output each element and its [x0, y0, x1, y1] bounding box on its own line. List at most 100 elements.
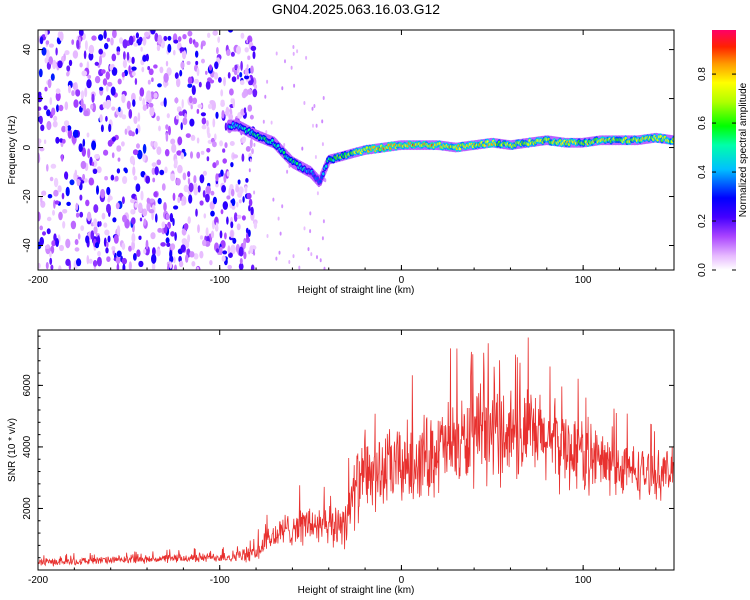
spectrogram-noise-cell [59, 31, 64, 42]
spectrogram-noise-cell [64, 101, 69, 111]
spectrogram-noise-cell [98, 34, 104, 41]
spectrogram-noise-cell [69, 179, 75, 186]
spectrogram-noise-cell [84, 40, 88, 51]
colorbar-tick-label: 0.2 [697, 214, 708, 228]
spectrogram-noise-cell [172, 218, 175, 226]
spectrogram-noise-cell [281, 204, 284, 209]
spectrogram-noise-cell [151, 77, 154, 82]
spectrogram-noise-cell [91, 140, 97, 151]
spectrogram-noise-cell [313, 104, 316, 108]
spectrogram-noise-cell [238, 186, 244, 195]
spectrogram-noise-cell [122, 176, 128, 184]
spectrogram-noise-cell [323, 266, 326, 270]
spectrogram-noise-cell [138, 202, 143, 213]
spectrogram-noise-cell [187, 171, 191, 178]
colorbar-label: Normalized spectral amplitude [738, 82, 749, 217]
spectrogram-noise-cell [62, 138, 66, 144]
spectrogram-noise-cell [38, 262, 41, 269]
spectrogram-noise-cell [84, 178, 88, 183]
spectrogram-noise-cell [307, 247, 310, 252]
spectrogram-noise-cell [72, 129, 79, 138]
spectrogram-noise-cell [86, 132, 90, 138]
spectrogram-noise-cell [153, 191, 158, 198]
spectrogram-noise-cell [222, 158, 227, 164]
spectrogram-noise-cell [110, 174, 115, 181]
spectrogram-noise-cell [227, 72, 231, 79]
spectrogram-noise-cell [279, 231, 282, 236]
spectrogram-noise-cell [193, 253, 199, 260]
spectrogram-noise-cell [91, 93, 95, 103]
spectrogram-noise-cell [222, 250, 228, 255]
spectrogram-noise-cell [173, 205, 179, 210]
spectrogram-noise-cell [55, 88, 61, 94]
spectrogram-noise-cell [101, 212, 106, 220]
spectrogram-noise-cell [46, 216, 52, 222]
y-tick-label: 6000 [22, 374, 33, 397]
spectrogram-noise-cell [224, 142, 228, 149]
spectrogram-noise-cell [182, 172, 187, 181]
spectrogram-noise-cell [107, 81, 113, 87]
spectrogram-noise-cell [80, 90, 85, 100]
spectrogram-noise-cell [85, 199, 90, 207]
spectrogram-noise-cell [222, 201, 228, 210]
spectrogram-noise-cell [143, 218, 147, 226]
spectrogram-noise-cell [188, 37, 193, 45]
spectrogram-noise-cell [55, 136, 60, 144]
spectrogram-noise-cell [88, 177, 95, 186]
spectrogram-noise-cell [247, 104, 253, 112]
spectrogram-noise-cell [45, 40, 50, 45]
spectrogram-noise-cell [266, 234, 269, 238]
spectrogram-noise-cell [150, 140, 154, 147]
spectrogram-noise-cell [174, 232, 177, 241]
x-tick-label: -200 [28, 575, 48, 586]
spectrogram-noise-cell [315, 123, 318, 128]
spectrogram-noise-cell [206, 148, 211, 153]
spectrogram-noise-cell [145, 239, 149, 250]
spectrogram-noise-cell [200, 150, 205, 155]
spectrogram-noise-cell [149, 198, 155, 203]
spectrogram-noise-cell [244, 75, 250, 80]
spectrogram-noise-cell [284, 59, 286, 64]
spectrogram-noise-cell [140, 190, 144, 201]
spectrogram-noise-cell [215, 222, 219, 231]
spectrogram-noise-cell [192, 97, 198, 105]
spectrogram-noise-cell [49, 176, 54, 182]
spectrogram-noise-cell [165, 237, 170, 244]
spectrogram-noise-cell [221, 255, 226, 262]
spectrogram-noise-cell [180, 122, 183, 131]
spectrogram-noise-cell [79, 62, 83, 68]
spectrogram-noise-cell [58, 265, 62, 270]
spectrogram-noise-cell [165, 213, 170, 221]
spectrogram-noise-cell [92, 260, 98, 267]
spectrogram-noise-cell [112, 217, 117, 223]
spectrogram-noise-cell [93, 226, 98, 235]
spectrogram-noise-cell [202, 239, 207, 247]
spectrogram-noise-cell [143, 248, 147, 254]
spectrogram-noise-cell [175, 115, 179, 120]
spectrogram-noise-cell [96, 166, 102, 174]
spectrogram-noise-cell [39, 36, 44, 45]
spectrogram-noise-cell [81, 70, 88, 77]
spectrogram-noise-cell [65, 238, 71, 249]
spectrogram-noise-cell [225, 106, 230, 116]
spectrogram-noise-cell [38, 153, 41, 163]
spectrogram-noise-cell [238, 199, 242, 204]
spectrogram-noise-cell [46, 228, 51, 235]
spectrogram-noise-cell [205, 81, 211, 90]
chart-title: GN04.2025.063.16.03.G12 [272, 1, 440, 17]
spectrogram-noise-cell [178, 260, 184, 268]
spectrogram-noise-cell [139, 217, 143, 222]
spectrogram-noise-cell [91, 35, 97, 41]
spectrogram-noise-cell [139, 87, 145, 97]
spectrogram-noise-cell [226, 195, 231, 200]
spectrogram-noise-cell [173, 264, 178, 270]
spectrogram-noise-cell [210, 230, 215, 239]
spectrogram-noise-cell [87, 74, 92, 79]
spectrogram-noise-cell [242, 136, 247, 143]
spectrogram-noise-cell [214, 61, 219, 70]
spectrogram-noise-cell [61, 125, 66, 133]
spectrogram-noise-cell [190, 104, 193, 110]
x-tick-label: 0 [399, 575, 405, 586]
spectrogram-noise-cell [116, 250, 122, 258]
